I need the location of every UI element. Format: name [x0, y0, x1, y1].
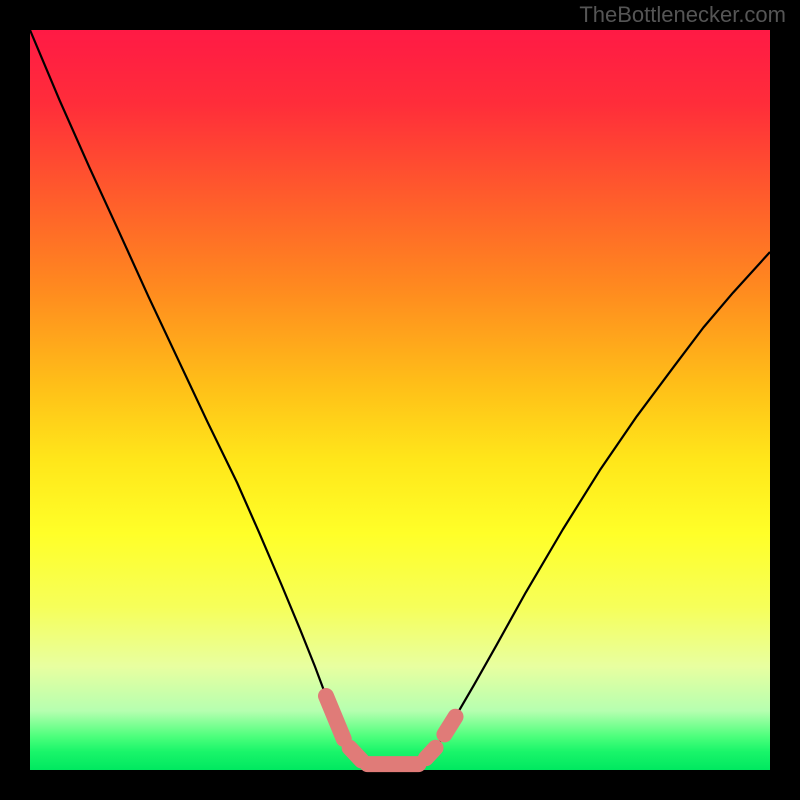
vertex-highlight-segment	[350, 748, 362, 761]
vertex-highlight-segment	[426, 748, 436, 758]
bottleneck-chart-svg	[0, 0, 800, 800]
chart-gradient-background	[30, 30, 770, 770]
vertex-highlight-segment	[444, 717, 455, 735]
bottleneck-chart-app: TheBottlenecker.com	[0, 0, 800, 800]
